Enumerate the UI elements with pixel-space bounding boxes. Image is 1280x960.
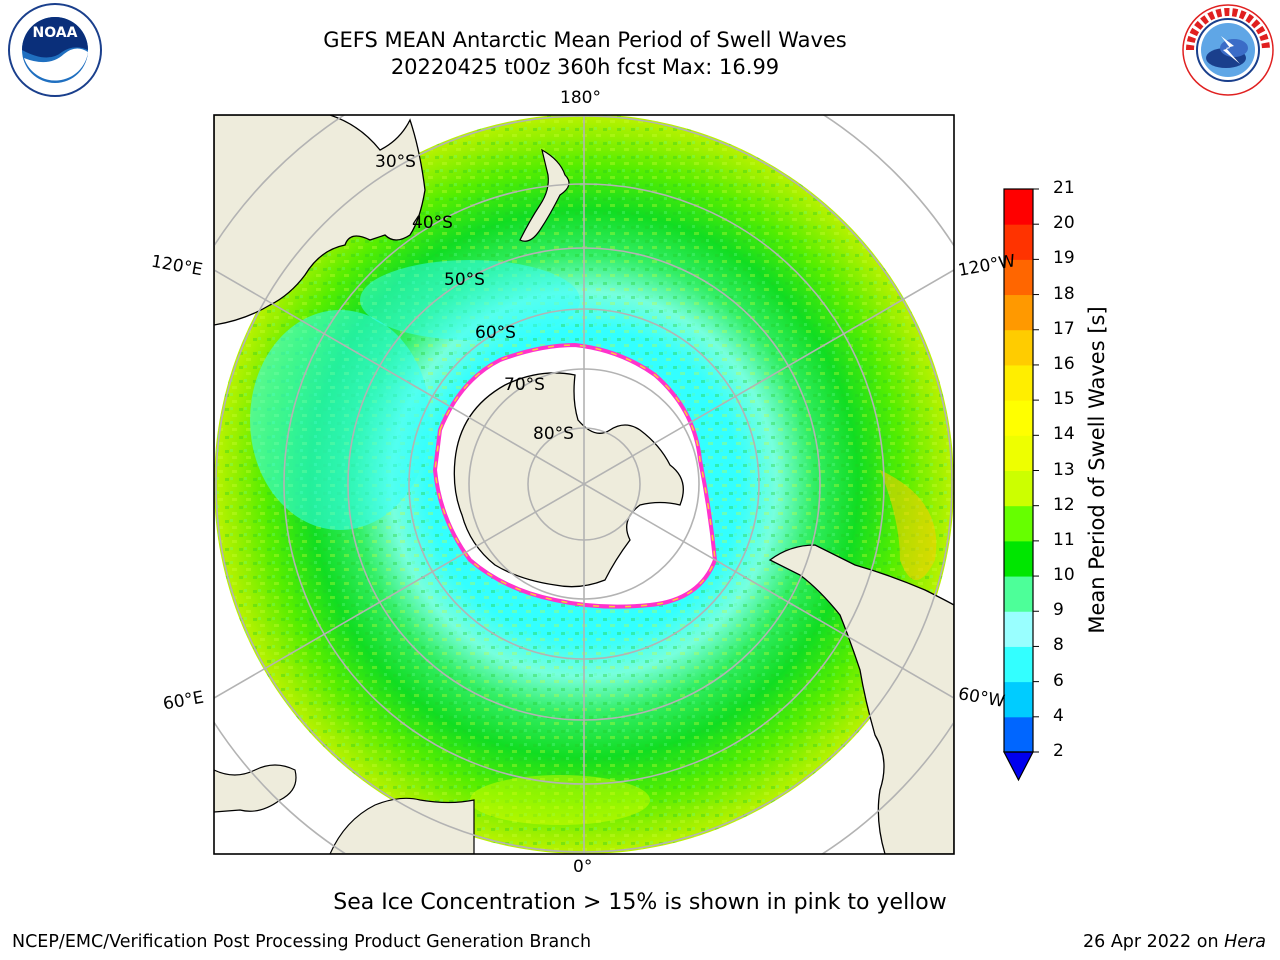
colorbar-tick-label: 2 bbox=[1053, 741, 1064, 761]
nws-logo bbox=[1182, 4, 1274, 96]
colorbar-tick-label: 15 bbox=[1053, 389, 1075, 410]
colorbar-tick-label: 21 bbox=[1053, 178, 1075, 198]
colorbar-segment bbox=[1004, 435, 1033, 471]
colorbar-tick-label: 11 bbox=[1053, 529, 1075, 550]
chart-subtitle: 20220425 t00z 360h fcst Max: 16.99 bbox=[390, 55, 780, 79]
credit-branch: NCEP/EMC/Verification Post Processing Pr… bbox=[12, 932, 592, 952]
new-zealand-land bbox=[519, 148, 570, 242]
noaa-logo: NOAA bbox=[8, 3, 102, 97]
colorbar-tick-label: 12 bbox=[1053, 494, 1075, 515]
lon-label-180: 180° bbox=[560, 88, 601, 108]
lat-label-50s: 50°S bbox=[444, 270, 485, 290]
colorbar-segment bbox=[1004, 540, 1033, 577]
chart-title: GEFS MEAN Antarctic Mean Period of Swell… bbox=[323, 28, 847, 52]
colorbar-segment bbox=[1004, 294, 1033, 331]
colorbar bbox=[1003, 188, 1039, 782]
colorbar-segment bbox=[1004, 259, 1033, 296]
colorbar-segment bbox=[1004, 716, 1033, 753]
colorbar-tick-label: 19 bbox=[1053, 248, 1075, 269]
colorbar-tick-label: 20 bbox=[1053, 213, 1075, 234]
lat-label-40s: 40°S bbox=[412, 213, 453, 233]
colorbar-label: Mean Period of Swell Waves [s] bbox=[1085, 306, 1109, 634]
colorbar-segment bbox=[1004, 329, 1033, 366]
colorbar-segment bbox=[1004, 364, 1033, 401]
colorbar-segment bbox=[1004, 646, 1033, 683]
colorbar-tick-label: 14 bbox=[1053, 424, 1075, 445]
colorbar-tick-label: 17 bbox=[1053, 318, 1075, 339]
lat-label-30s: 30°S bbox=[375, 152, 416, 172]
colorbar-tick-label: 13 bbox=[1053, 459, 1075, 480]
colorbar-segment bbox=[1004, 470, 1033, 507]
colorbar-segment bbox=[1004, 400, 1033, 436]
lat-label-60s: 60°S bbox=[475, 323, 516, 343]
colorbar-tick-label: 6 bbox=[1053, 670, 1064, 691]
credit-date: 26 Apr 2022 on Hera bbox=[1083, 932, 1266, 952]
south-america-land bbox=[768, 544, 954, 854]
sea-ice-footnote: Sea Ice Concentration > 15% is shown in … bbox=[333, 890, 947, 915]
colorbar-segment bbox=[1004, 505, 1033, 542]
noaa-logo-text: NOAA bbox=[33, 25, 78, 41]
colorbar-tick-label: 18 bbox=[1053, 283, 1075, 304]
credit-date-text: 26 Apr 2022 on bbox=[1082, 932, 1219, 952]
colorbar-extend-arrow bbox=[1003, 751, 1034, 782]
africa-land bbox=[214, 764, 297, 813]
credit-host: Hera bbox=[1224, 932, 1266, 952]
lat-label-80s: 80°S bbox=[533, 424, 574, 444]
colorbar-segment bbox=[1004, 576, 1033, 612]
lon-label-0: 0° bbox=[573, 857, 593, 877]
colorbar-segment bbox=[1004, 189, 1033, 225]
colorbar-segment bbox=[1004, 224, 1033, 260]
colorbar-segment bbox=[1004, 681, 1033, 718]
colorbar-tick-label: 8 bbox=[1053, 635, 1064, 656]
colorbar-tick-label: 4 bbox=[1053, 705, 1064, 726]
colorbar-tick-label: 10 bbox=[1053, 565, 1075, 586]
australia-land bbox=[214, 115, 426, 326]
graticule bbox=[214, 115, 954, 854]
colorbar-segment bbox=[1004, 611, 1033, 647]
map-frame-border bbox=[213, 114, 955, 855]
colorbar-tick-label: 16 bbox=[1053, 353, 1075, 374]
colorbar-tick-label: 9 bbox=[1053, 600, 1064, 621]
colorbar-border bbox=[1003, 188, 1034, 753]
lat-label-70s: 70°S bbox=[504, 375, 545, 395]
